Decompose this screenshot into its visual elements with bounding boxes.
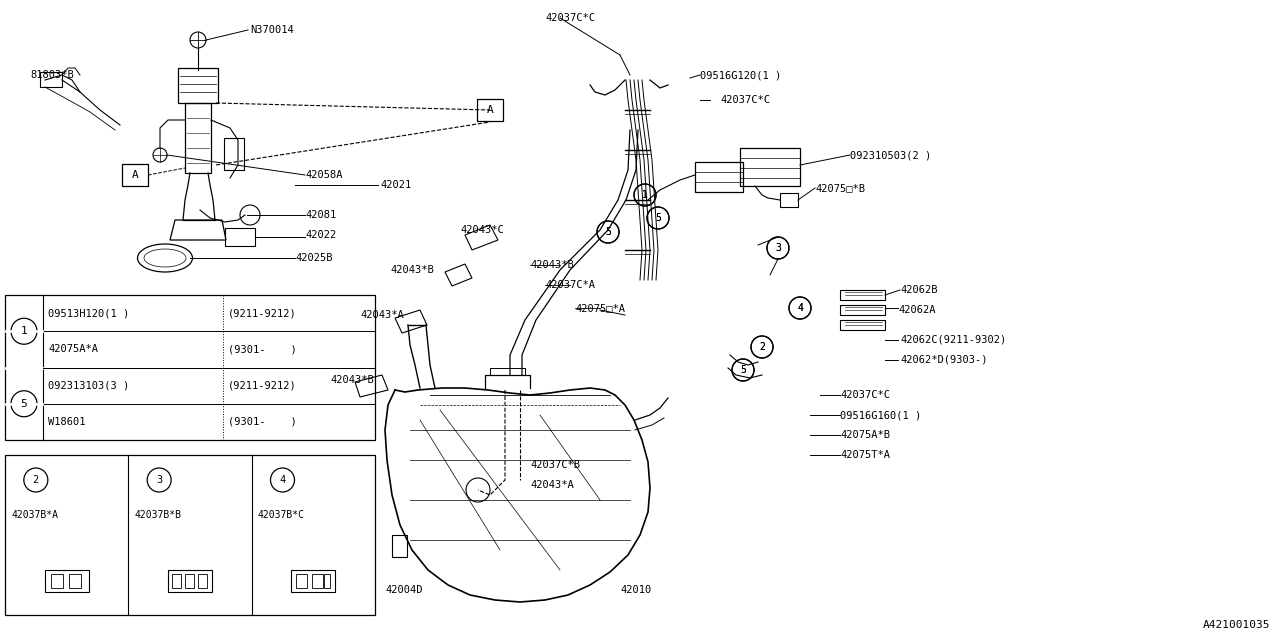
Bar xyxy=(168,570,212,592)
Text: 1: 1 xyxy=(20,326,27,336)
Text: 42043*A: 42043*A xyxy=(360,310,403,320)
Text: A: A xyxy=(486,105,493,115)
Text: 81803*B: 81803*B xyxy=(29,70,74,80)
Bar xyxy=(122,164,148,186)
Text: 2: 2 xyxy=(759,342,765,352)
Bar xyxy=(172,574,180,588)
Bar xyxy=(695,162,742,192)
Bar xyxy=(69,574,81,588)
Text: 42004D: 42004D xyxy=(385,585,422,595)
Text: 42037B*A: 42037B*A xyxy=(12,510,58,520)
Bar xyxy=(5,455,375,615)
Bar xyxy=(392,535,407,557)
Text: W18601: W18601 xyxy=(49,417,86,427)
Bar xyxy=(40,72,61,87)
Bar xyxy=(840,305,884,315)
Text: 42022: 42022 xyxy=(305,230,337,240)
Text: 42081: 42081 xyxy=(305,210,337,220)
Bar xyxy=(186,574,195,588)
Text: 5: 5 xyxy=(605,227,611,237)
Bar xyxy=(780,193,797,207)
Bar xyxy=(225,228,255,246)
Text: 42043*A: 42043*A xyxy=(530,480,573,490)
Bar xyxy=(292,570,335,592)
Bar xyxy=(5,295,375,440)
Text: 5: 5 xyxy=(740,365,746,375)
Text: 42037C*C: 42037C*C xyxy=(545,13,595,23)
Text: 3: 3 xyxy=(156,475,163,485)
Text: 42075T*A: 42075T*A xyxy=(840,450,890,460)
Text: 42075A*B: 42075A*B xyxy=(840,430,890,440)
Text: 2: 2 xyxy=(33,475,38,485)
Text: 4: 4 xyxy=(279,475,285,485)
Text: 1: 1 xyxy=(643,190,648,200)
Text: 42037B*B: 42037B*B xyxy=(134,510,182,520)
Text: 09516G160(1 ): 09516G160(1 ) xyxy=(840,410,922,420)
Bar xyxy=(224,138,244,170)
Bar xyxy=(178,68,218,103)
Bar xyxy=(477,99,503,121)
Text: 42037C*A: 42037C*A xyxy=(545,280,595,290)
Text: 42037B*C: 42037B*C xyxy=(257,510,305,520)
Text: 092310503(2 ): 092310503(2 ) xyxy=(850,150,932,160)
Text: A421001035: A421001035 xyxy=(1202,620,1270,630)
Text: 3: 3 xyxy=(776,243,781,253)
Text: 42075□*A: 42075□*A xyxy=(575,303,625,313)
Bar xyxy=(198,574,207,588)
Bar xyxy=(324,574,330,588)
Text: (9301-    ): (9301- ) xyxy=(228,344,297,355)
Text: 092313103(3 ): 092313103(3 ) xyxy=(49,381,129,390)
Text: 4: 4 xyxy=(797,303,803,313)
Text: 42075A*A: 42075A*A xyxy=(49,344,99,355)
Text: 1: 1 xyxy=(643,190,648,200)
Bar xyxy=(740,148,800,186)
Text: 42010: 42010 xyxy=(620,585,652,595)
Text: 3: 3 xyxy=(776,243,781,253)
Text: (9211-9212): (9211-9212) xyxy=(228,381,297,390)
Text: (9211-9212): (9211-9212) xyxy=(228,308,297,318)
Text: 42062B: 42062B xyxy=(900,285,937,295)
Bar xyxy=(45,570,88,592)
Bar xyxy=(312,574,324,588)
Text: 5: 5 xyxy=(740,365,746,375)
Text: 42043*B: 42043*B xyxy=(330,375,374,385)
Text: 09513H120(1 ): 09513H120(1 ) xyxy=(49,308,129,318)
Bar xyxy=(840,320,884,330)
Text: 5: 5 xyxy=(605,227,611,237)
Text: 42062*D(9303-): 42062*D(9303-) xyxy=(900,355,987,365)
Text: (9301-    ): (9301- ) xyxy=(228,417,297,427)
Text: 42037C*C: 42037C*C xyxy=(719,95,771,105)
Text: 42043*C: 42043*C xyxy=(460,225,504,235)
Text: 5: 5 xyxy=(20,399,27,409)
Text: 42043*B: 42043*B xyxy=(530,260,573,270)
Text: 42062A: 42062A xyxy=(899,305,936,315)
Bar xyxy=(840,290,884,300)
Bar xyxy=(51,574,63,588)
Text: 2: 2 xyxy=(759,342,765,352)
Text: 5: 5 xyxy=(655,213,660,223)
Text: N370014: N370014 xyxy=(250,25,293,35)
Text: A: A xyxy=(132,170,138,180)
Text: 42043*B: 42043*B xyxy=(390,265,434,275)
Text: 42021: 42021 xyxy=(380,180,411,190)
Text: 42075□*B: 42075□*B xyxy=(815,183,865,193)
Bar xyxy=(297,574,307,588)
Text: 42058A: 42058A xyxy=(305,170,343,180)
Text: 4: 4 xyxy=(797,303,803,313)
Bar xyxy=(186,103,211,173)
Text: 42025B: 42025B xyxy=(294,253,333,263)
Text: 42037C*C: 42037C*C xyxy=(840,390,890,400)
Text: 42037C*B: 42037C*B xyxy=(530,460,580,470)
Text: 09516G120(1 ): 09516G120(1 ) xyxy=(700,70,781,80)
Text: 5: 5 xyxy=(655,213,660,223)
Text: 42062C(9211-9302): 42062C(9211-9302) xyxy=(900,335,1006,345)
